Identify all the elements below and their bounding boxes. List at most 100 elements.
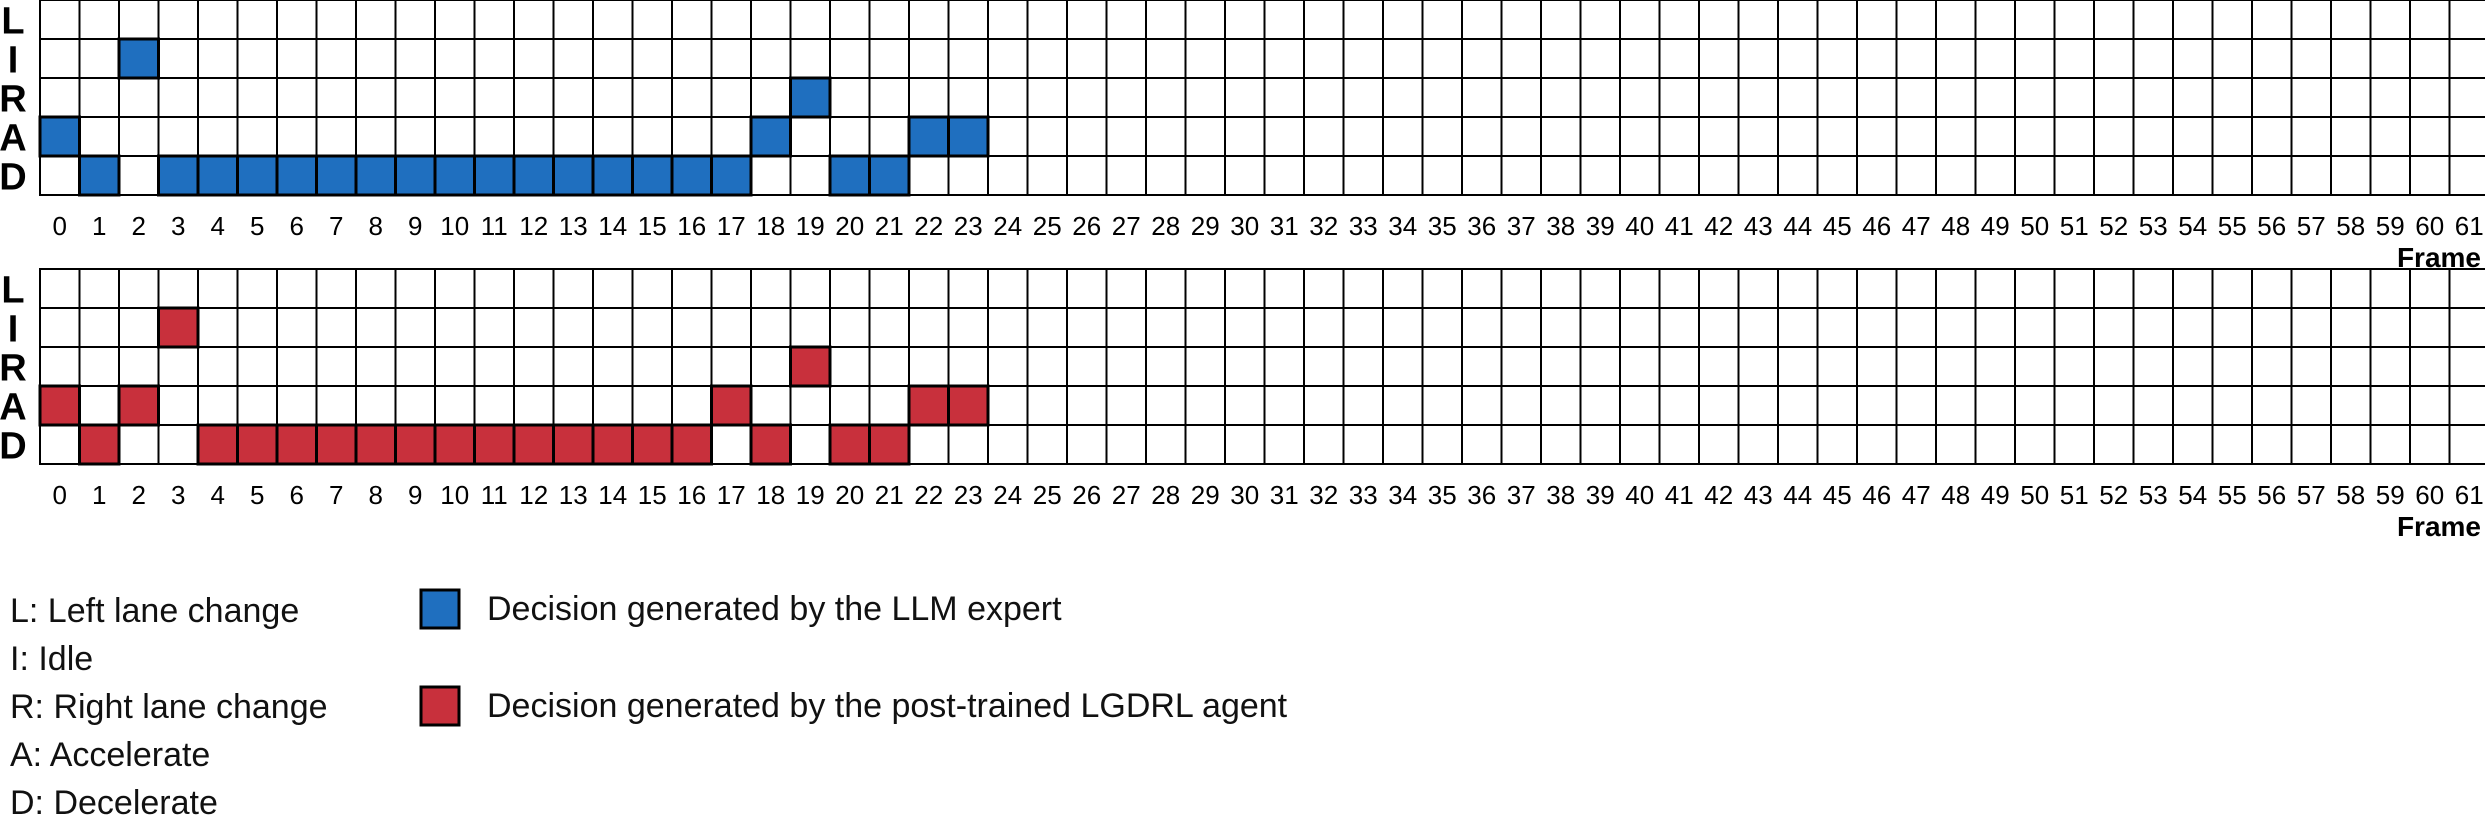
grid-cell bbox=[829, 307, 871, 348]
x-tick-label: 3 bbox=[171, 211, 185, 241]
grid-cell bbox=[1303, 77, 1345, 118]
grid-cell bbox=[2211, 307, 2253, 348]
x-tick-label: 27 bbox=[1112, 211, 1141, 241]
grid-cell bbox=[1777, 268, 1819, 309]
grid-cell bbox=[1737, 0, 1779, 40]
grid-cell bbox=[78, 38, 120, 79]
x-tick-label: 13 bbox=[559, 480, 588, 510]
x-tick-label: 60 bbox=[2415, 480, 2444, 510]
grid-cell bbox=[1105, 116, 1147, 157]
grid-cell bbox=[2251, 424, 2293, 465]
grid-cell bbox=[434, 268, 476, 309]
grid-cell bbox=[394, 268, 436, 309]
grid-cell bbox=[315, 116, 357, 157]
grid-cell bbox=[157, 346, 199, 387]
grid-cell bbox=[750, 155, 792, 196]
grid-cell bbox=[1895, 268, 1937, 309]
grid-cell bbox=[2053, 307, 2095, 348]
grid-cell bbox=[987, 77, 1029, 118]
grid-cell bbox=[39, 268, 81, 309]
grid-cell bbox=[1342, 155, 1384, 196]
x-tick-label: 9 bbox=[408, 480, 422, 510]
grid-cell bbox=[315, 385, 357, 426]
decision-cell bbox=[315, 154, 358, 197]
grid-cell bbox=[1421, 346, 1463, 387]
grid-cell bbox=[1105, 0, 1147, 40]
grid-cell bbox=[1895, 346, 1937, 387]
grid-cell bbox=[947, 346, 989, 387]
grid-cell bbox=[1026, 155, 1068, 196]
grid-cell bbox=[2290, 268, 2332, 309]
grid-cell bbox=[355, 38, 397, 79]
grid-cell bbox=[1263, 346, 1305, 387]
grid-cell bbox=[2290, 346, 2332, 387]
row-label: D bbox=[0, 426, 27, 468]
x-tick-label: 54 bbox=[2178, 480, 2207, 510]
grid-cell bbox=[513, 116, 555, 157]
grid-cell bbox=[1382, 38, 1424, 79]
grid-cell bbox=[750, 77, 792, 118]
grid-cell bbox=[1421, 0, 1463, 40]
grid-cell bbox=[1856, 424, 1898, 465]
grid-cell bbox=[2172, 346, 2214, 387]
grid-cell bbox=[394, 0, 436, 40]
grid-cell bbox=[1579, 77, 1621, 118]
grid-cell bbox=[1777, 424, 1819, 465]
grid-cell bbox=[2448, 155, 2485, 196]
grid-cell bbox=[2053, 346, 2095, 387]
grid-cell bbox=[552, 346, 594, 387]
grid-cell bbox=[1026, 268, 1068, 309]
grid-cell bbox=[1461, 346, 1503, 387]
grid-cell bbox=[157, 0, 199, 40]
grid-cell bbox=[1816, 155, 1858, 196]
grid-cell bbox=[1026, 77, 1068, 118]
grid-cell bbox=[1895, 0, 1937, 40]
grid-cell bbox=[2369, 77, 2411, 118]
grid-cell bbox=[1066, 424, 1108, 465]
x-tick-label: 31 bbox=[1270, 480, 1299, 510]
grid-cell bbox=[2409, 0, 2451, 40]
grid-cell bbox=[2093, 385, 2135, 426]
decision-cell bbox=[354, 423, 397, 466]
grid-cell bbox=[276, 307, 318, 348]
grid-cell bbox=[1461, 385, 1503, 426]
x-tick-label: 41 bbox=[1665, 480, 1694, 510]
grid-cell bbox=[78, 385, 120, 426]
grid-cell bbox=[1303, 155, 1345, 196]
grid-cell bbox=[2211, 424, 2253, 465]
grid-cell bbox=[315, 307, 357, 348]
x-tick-label: 44 bbox=[1783, 480, 1812, 510]
grid-cell bbox=[1974, 307, 2016, 348]
grid-cell bbox=[2369, 346, 2411, 387]
grid-cell bbox=[2251, 0, 2293, 40]
grid-cell bbox=[2409, 116, 2451, 157]
x-tick-label: 54 bbox=[2178, 211, 2207, 241]
grid-cell bbox=[276, 346, 318, 387]
x-axis-label: Frame bbox=[2397, 242, 2481, 273]
grid-cell bbox=[2053, 268, 2095, 309]
grid-cell bbox=[1342, 307, 1384, 348]
x-tick-label: 40 bbox=[1625, 480, 1654, 510]
grid-cell bbox=[2409, 268, 2451, 309]
grid-cell bbox=[236, 385, 278, 426]
x-axis-label: Frame bbox=[2397, 511, 2481, 542]
grid-cell bbox=[1263, 77, 1305, 118]
grid-cell bbox=[1856, 116, 1898, 157]
grid-cell bbox=[1816, 268, 1858, 309]
grid-cell bbox=[2369, 268, 2411, 309]
grid-cell bbox=[1698, 307, 1740, 348]
grid-cell bbox=[710, 0, 752, 40]
grid-cell bbox=[1935, 116, 1977, 157]
x-tick-label: 18 bbox=[756, 211, 785, 241]
grid-cell bbox=[2290, 424, 2332, 465]
x-tick-label: 51 bbox=[2060, 480, 2089, 510]
x-tick-label: 61 bbox=[2455, 211, 2484, 241]
grid-cell bbox=[1263, 424, 1305, 465]
grid-cell bbox=[750, 307, 792, 348]
grid-cell bbox=[1145, 346, 1187, 387]
grid-cell bbox=[1540, 268, 1582, 309]
grid-cell bbox=[2172, 307, 2214, 348]
grid-cell bbox=[1066, 0, 1108, 40]
grid-cell bbox=[1105, 38, 1147, 79]
grid-cell bbox=[513, 77, 555, 118]
